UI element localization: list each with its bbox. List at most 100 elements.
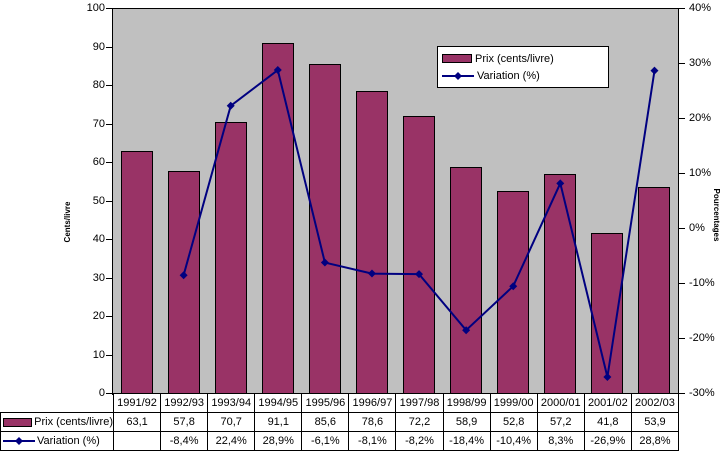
- line-point: [226, 101, 235, 110]
- bar-swatch-icon: [3, 417, 33, 427]
- bar-2002/03: [638, 186, 671, 394]
- left-axis-label: 80: [92, 79, 105, 91]
- bar-1992/93: [167, 171, 200, 394]
- year-header-cell: 2002/03: [630, 393, 680, 413]
- variation-value-cell: 28,9%: [254, 431, 303, 451]
- right-axis-tick: [679, 393, 685, 394]
- legend-item-prix: Prix (cents/livre): [442, 50, 604, 67]
- data-table: 1991/92 1992/93 1993/94 1994/95 1995/96 1996/…: [0, 393, 680, 451]
- line-marker-icon: [442, 71, 474, 80]
- right-axis-label: 0%: [689, 222, 705, 234]
- right-axis-title: Pourcentages: [712, 188, 721, 242]
- year-header-cell: 1992/93: [160, 393, 209, 413]
- variation-value-cell: -10,4%: [489, 431, 538, 451]
- left-axis-label: 0: [98, 387, 105, 399]
- bar-1999/00: [497, 190, 530, 394]
- year-header-cell: 1997/98: [395, 393, 444, 413]
- variation-value-cell: 8,3%: [536, 431, 585, 451]
- row-label-text: Variation (%): [37, 435, 100, 447]
- prix-value-cell: 57,2: [536, 412, 585, 432]
- right-axis-tick: [679, 8, 685, 9]
- right-axis-label: 20%: [689, 112, 712, 124]
- left-axis-label: 70: [92, 117, 105, 130]
- bar-1998/99: [450, 167, 483, 394]
- left-axis-label: 20: [92, 310, 105, 322]
- left-axis-tick: [106, 239, 112, 240]
- year-header-cell: 1994/95: [254, 393, 303, 413]
- left-axis-label: 40: [92, 233, 105, 245]
- right-axis-label: -10%: [689, 277, 715, 289]
- variation-value-cell: -8,4%: [160, 431, 209, 451]
- year-header-cell: 1998/99: [442, 393, 491, 413]
- bar-2000/01: [544, 173, 577, 394]
- right-axis-label: -20%: [689, 332, 715, 344]
- year-header-cell: 1995/96: [301, 393, 350, 413]
- right-axis-tick: [679, 118, 685, 119]
- left-axis-label: 100: [86, 2, 105, 14]
- bar-2001/02: [591, 233, 624, 394]
- prix-value-cell: 41,8: [583, 412, 632, 432]
- prix-value-cell: 52,8: [489, 412, 538, 432]
- right-axis-tick: [679, 63, 685, 64]
- variation-value-cell: -8,2%: [395, 431, 444, 451]
- left-axis-tick: [106, 85, 112, 86]
- variation-value-cell: -8,1%: [348, 431, 397, 451]
- row-label-text: Prix (cents/livre): [34, 416, 113, 428]
- prix-value-cell: 85,6: [301, 412, 350, 432]
- bar-1996/97: [355, 91, 388, 394]
- bar-1995/96: [308, 64, 341, 394]
- left-axis-title: Cents/livre: [63, 201, 72, 243]
- row-label-variation: Variation (%): [0, 431, 114, 451]
- prix-value-cell: 91,1: [254, 412, 303, 432]
- left-axis-label: 30: [92, 271, 105, 284]
- left-axis-label: 60: [92, 156, 105, 168]
- left-axis-tick: [106, 200, 112, 202]
- prix-value-cell: 53,9: [630, 412, 680, 432]
- right-axis-tick: [679, 173, 685, 174]
- variation-value-cell: -18,4%: [442, 431, 491, 451]
- bar-1997/98: [403, 116, 436, 394]
- bar-1993/94: [214, 121, 247, 394]
- right-axis-tick: [679, 338, 685, 339]
- year-header-cell: 1996/97: [348, 393, 397, 413]
- prix-value-cell: 58,9: [442, 412, 491, 432]
- prix-value-cell: 63,1: [112, 412, 162, 432]
- year-header-cell: 1993/94: [207, 393, 256, 413]
- variation-value-cell: 22,4%: [207, 431, 256, 451]
- year-header-cell: 1991/92: [112, 393, 162, 413]
- year-header-cell: 2000/01: [536, 393, 585, 413]
- right-axis-label: 30%: [689, 57, 712, 69]
- left-axis-label: 10: [92, 348, 105, 361]
- left-axis-tick: [106, 393, 112, 394]
- left-axis-tick: [106, 123, 112, 125]
- bar-1994/95: [261, 43, 294, 394]
- legend-prix-label: Prix (cents/livre): [475, 52, 554, 65]
- prix-value-cell: 57,8: [160, 412, 209, 432]
- right-axis-label: -30%: [689, 387, 715, 399]
- variation-value-cell: -26,9%: [583, 431, 632, 451]
- year-header-cell: 2001/02: [583, 393, 632, 413]
- left-axis-tick: [106, 162, 112, 163]
- bar-swatch-icon: [442, 54, 472, 63]
- line-marker-icon: [3, 437, 35, 445]
- table-corner-blank: [1, 394, 114, 413]
- left-axis-tick: [106, 277, 112, 279]
- left-axis-label: 90: [92, 40, 105, 53]
- legend-item-variation: Variation (%): [442, 67, 604, 84]
- row-label-prix: Prix (cents/livre): [0, 412, 114, 432]
- line-point: [650, 66, 659, 75]
- left-axis-tick: [106, 8, 112, 9]
- prix-value-cell: 70,7: [207, 412, 256, 432]
- right-axis-tick: [679, 228, 685, 229]
- year-header-cell: 1999/00: [489, 393, 538, 413]
- variation-value-cell: [112, 431, 162, 451]
- prix-value-cell: 72,2: [395, 412, 444, 432]
- right-axis-tick: [679, 283, 685, 284]
- legend-variation-label: Variation (%): [477, 69, 540, 82]
- left-axis-tick: [106, 316, 112, 317]
- prix-value-cell: 78,6: [348, 412, 397, 432]
- bar-1991/92: [120, 151, 153, 394]
- left-axis-tick: [106, 354, 112, 356]
- right-axis-label: 10%: [689, 167, 712, 179]
